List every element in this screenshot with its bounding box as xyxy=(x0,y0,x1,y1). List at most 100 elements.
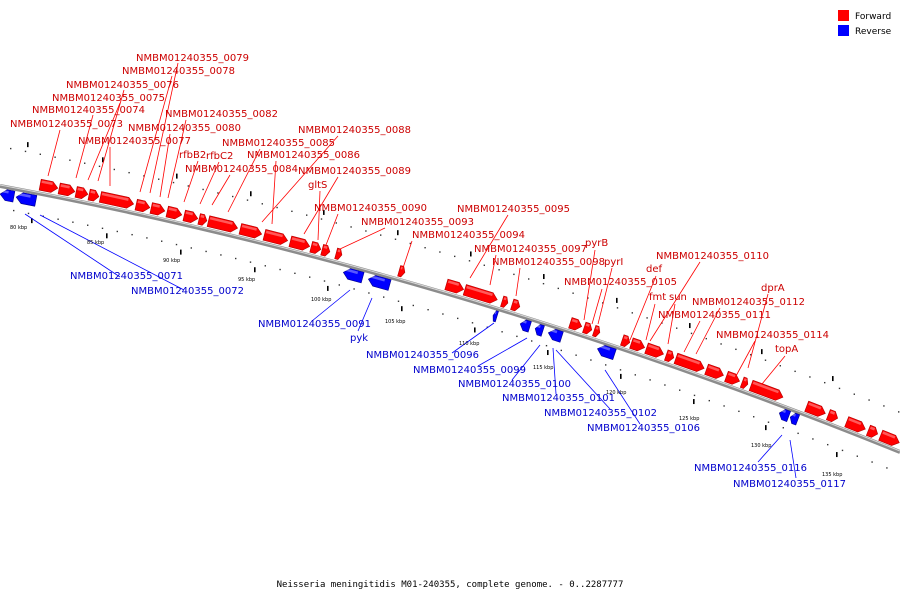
forward-gene-arrow xyxy=(620,334,631,347)
feature-label-nmbm01240355-0078[interactable]: NMBM01240355_0078 xyxy=(122,66,235,77)
forward-gene-body xyxy=(865,424,879,438)
feature-label-nmbm01240355-0071[interactable]: NMBM01240355_0071 xyxy=(70,271,183,282)
forward-gene-body xyxy=(238,223,263,239)
feature-label-nmbm01240355-0117[interactable]: NMBM01240355_0117 xyxy=(733,479,846,490)
major-tick xyxy=(323,209,325,215)
gene-shine xyxy=(185,211,193,216)
tick-label-135: 135 kbp xyxy=(822,472,842,478)
feature-label-nmbm01240355-0098[interactable]: NMBM01240355_0098 xyxy=(492,257,605,268)
feature-label-nmbm01240355-0112[interactable]: NMBM01240355_0112 xyxy=(692,297,805,308)
feature-label-nmbm01240355-0089[interactable]: NMBM01240355_0089 xyxy=(298,166,411,177)
feature-label-nmbm01240355-0091[interactable]: NMBM01240355_0091 xyxy=(258,319,371,330)
forward-leader-line xyxy=(667,303,676,345)
reverse-leader-line xyxy=(477,337,528,367)
forward-gene-arrow xyxy=(320,244,331,257)
minor-tick xyxy=(113,168,115,171)
minor-tick xyxy=(575,354,577,356)
feature-label-nmbm01240355-0076[interactable]: NMBM01240355_0076 xyxy=(66,80,179,91)
feature-label-nmbm01240355-0101[interactable]: NMBM01240355_0101 xyxy=(502,393,615,404)
gene-shine xyxy=(752,381,779,394)
forward-gene-arrow xyxy=(739,376,749,389)
feature-label-fmt[interactable]: fmt xyxy=(649,292,666,303)
feature-label-nmbm01240355-0096[interactable]: NMBM01240355_0096 xyxy=(366,350,479,361)
reverse-leader-line xyxy=(511,344,541,381)
feature-label-nmbm01240355-0082[interactable]: NMBM01240355_0082 xyxy=(165,109,278,120)
minor-tick xyxy=(323,280,326,282)
feature-label-pyk[interactable]: pyk xyxy=(350,333,368,344)
feature-label-nmbm01240355-0116[interactable]: NMBM01240355_0116 xyxy=(694,463,807,474)
minor-tick xyxy=(427,309,429,311)
forward-gene-body xyxy=(739,376,749,389)
minor-tick xyxy=(602,302,604,304)
feature-label-nmbm01240355-0102[interactable]: NMBM01240355_0102 xyxy=(544,408,657,419)
minor-tick xyxy=(172,181,175,184)
minor-tick xyxy=(217,192,219,194)
feature-label-nmbm01240355-0114[interactable]: NMBM01240355_0114 xyxy=(716,330,829,341)
feature-label-nmbm01240355-0093[interactable]: NMBM01240355_0093 xyxy=(361,217,474,228)
major-tick xyxy=(689,323,691,329)
feature-label-nmbm01240355-0111[interactable]: NMBM01240355_0111 xyxy=(658,310,771,321)
forward-gene-body xyxy=(288,235,311,251)
gene-shine xyxy=(667,351,672,355)
reverse-gene-arrow xyxy=(519,319,532,333)
feature-label-nmbm01240355-0110[interactable]: NMBM01240355_0110 xyxy=(656,251,769,262)
feature-label-nmbm01240355-0099[interactable]: NMBM01240355_0099 xyxy=(413,365,526,376)
tick-label-95: 95 kbp xyxy=(238,277,255,283)
minor-tick xyxy=(779,365,781,367)
feature-label-nmbm01240355-0106[interactable]: NMBM01240355_0106 xyxy=(587,423,700,434)
minor-tick xyxy=(468,260,471,262)
forward-gene-body xyxy=(98,191,135,209)
gene-shine xyxy=(808,402,822,410)
feature-label-nmbm01240355-0086[interactable]: NMBM01240355_0086 xyxy=(247,150,360,161)
feature-label-nmbm01240355-0075[interactable]: NMBM01240355_0075 xyxy=(52,93,165,104)
forward-leader-line xyxy=(227,148,261,213)
gene-shine xyxy=(337,249,341,253)
major-tick xyxy=(397,230,399,236)
feature-label-nmbm01240355-0084[interactable]: NMBM01240355_0084 xyxy=(185,164,298,175)
forward-leader-line xyxy=(47,129,61,177)
feature-label-nmbm01240355-0079[interactable]: NMBM01240355_0079 xyxy=(136,53,249,64)
forward-leader-line xyxy=(649,261,701,342)
feature-label-topa[interactable]: topA xyxy=(775,344,798,355)
feature-label-nmbm01240355-0088[interactable]: NMBM01240355_0088 xyxy=(298,125,411,136)
minor-tick xyxy=(232,195,234,198)
major-tick xyxy=(616,297,618,303)
feature-label-dpra[interactable]: dprA xyxy=(761,283,785,294)
feature-label-def[interactable]: def xyxy=(646,264,663,275)
feature-label-nmbm01240355-0100[interactable]: NMBM01240355_0100 xyxy=(458,379,571,390)
forward-leader-line xyxy=(747,293,769,369)
feature-label-pyri[interactable]: pyrI xyxy=(604,257,623,268)
minor-tick xyxy=(412,304,414,307)
feature-label-nmbm01240355-0073[interactable]: NMBM01240355_0073 xyxy=(10,119,123,130)
feature-label-nmbm01240355-0094[interactable]: NMBM01240355_0094 xyxy=(412,230,525,241)
feature-label-sun[interactable]: sun xyxy=(669,292,687,303)
minor-tick xyxy=(545,344,548,347)
feature-label-glts[interactable]: gltS xyxy=(308,180,327,191)
feature-label-nmbm01240355-0074[interactable]: NMBM01240355_0074 xyxy=(32,105,145,116)
minor-tick xyxy=(235,257,237,260)
feature-label-nmbm01240355-0097[interactable]: NMBM01240355_0097 xyxy=(474,244,587,255)
backbone-highlight xyxy=(0,184,900,452)
feature-label-nmbm01240355-0080[interactable]: NMBM01240355_0080 xyxy=(128,123,241,134)
feature-label-pyrb[interactable]: pyrB xyxy=(585,238,608,249)
forward-gene-body xyxy=(87,188,100,202)
feature-label-nmbm01240355-0090[interactable]: NMBM01240355_0090 xyxy=(314,203,427,214)
feature-label-nmbm01240355-0072[interactable]: NMBM01240355_0072 xyxy=(131,286,244,297)
minor-tick xyxy=(708,399,710,402)
major-tick xyxy=(543,274,545,280)
feature-label-rfbb2[interactable]: rfbB2 xyxy=(179,150,206,161)
reverse-gene-body xyxy=(367,275,392,291)
forward-gene-arrow xyxy=(444,278,465,294)
gene-shine xyxy=(521,319,527,324)
minor-tick xyxy=(871,461,873,463)
gene-shine xyxy=(200,214,205,219)
feature-label-nmbm01240355-0105[interactable]: NMBM01240355_0105 xyxy=(564,277,677,288)
feature-label-nmbm01240355-0085[interactable]: NMBM01240355_0085 xyxy=(222,138,335,149)
minor-tick xyxy=(158,178,160,180)
forward-leader-line xyxy=(401,240,413,272)
feature-label-rfbc2[interactable]: rfbC2 xyxy=(206,151,233,162)
forward-leader-line xyxy=(199,161,220,205)
feature-label-nmbm01240355-0095[interactable]: NMBM01240355_0095 xyxy=(457,204,570,215)
feature-label-nmbm01240355-0077[interactable]: NMBM01240355_0077 xyxy=(78,136,191,147)
minor-tick xyxy=(794,370,796,373)
